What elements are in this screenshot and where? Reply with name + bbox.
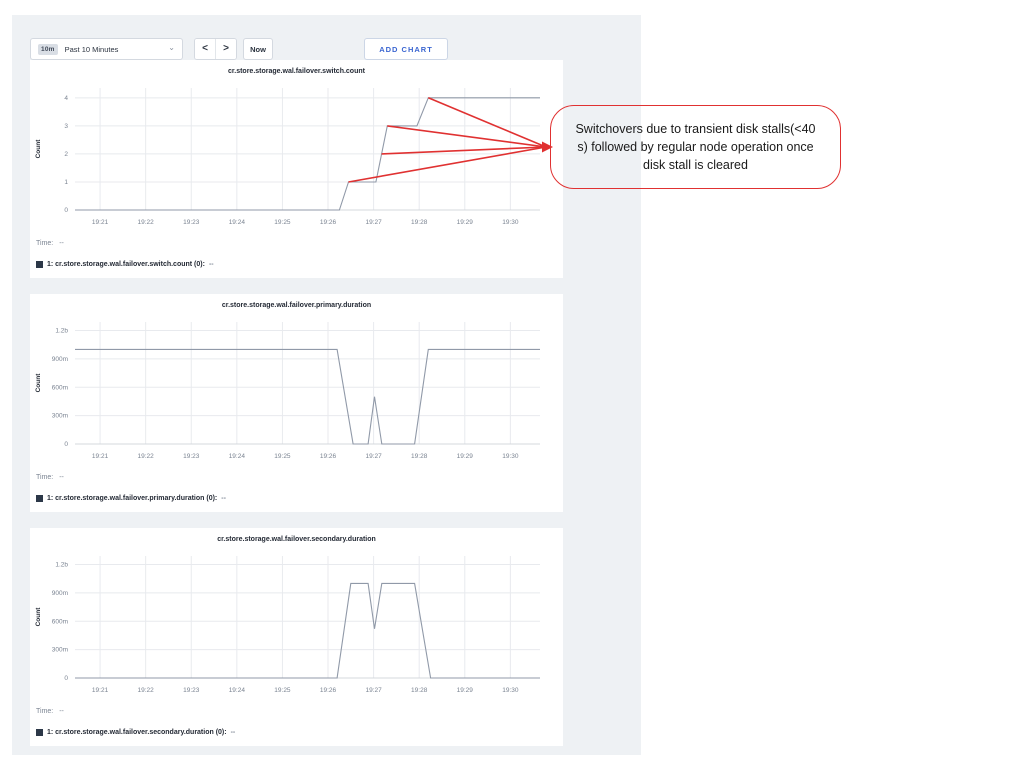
svg-text:19:22: 19:22 [138, 453, 155, 460]
svg-text:19:26: 19:26 [320, 453, 337, 460]
time-label: Time: [36, 240, 54, 247]
svg-text:900m: 900m [52, 590, 68, 597]
svg-text:19:24: 19:24 [229, 219, 246, 226]
svg-text:19:23: 19:23 [183, 453, 200, 460]
next-timeframe-button[interactable]: > [216, 39, 236, 59]
chart-card-switch-count: cr.store.storage.wal.failover.switch.cou… [30, 60, 563, 278]
svg-text:19:22: 19:22 [138, 687, 155, 694]
svg-text:19:28: 19:28 [411, 687, 428, 694]
add-chart-button[interactable]: ADD CHART [364, 38, 448, 60]
svg-text:4: 4 [64, 95, 68, 102]
charts-panel: 10m Past 10 Minutes ⌄ < > Now ADD CHART … [12, 15, 641, 755]
svg-text:2: 2 [64, 151, 68, 158]
time-pager: < > [194, 38, 237, 60]
chart-legend[interactable]: 1: cr.store.storage.wal.failover.primary… [36, 493, 563, 504]
now-button[interactable]: Now [243, 38, 273, 60]
toolbar: 10m Past 10 Minutes ⌄ < > Now ADD CHART [12, 15, 641, 60]
svg-text:19:30: 19:30 [502, 687, 519, 694]
chart-time-row: Time: -- [36, 474, 563, 485]
chevron-down-icon: ⌄ [168, 42, 175, 52]
time-value: -- [59, 708, 64, 715]
svg-text:0: 0 [64, 441, 68, 448]
svg-text:19:21: 19:21 [92, 219, 109, 226]
svg-text:19:30: 19:30 [502, 219, 519, 226]
svg-text:19:27: 19:27 [365, 453, 382, 460]
svg-text:19:29: 19:29 [457, 219, 474, 226]
svg-text:19:25: 19:25 [274, 687, 291, 694]
timeframe-label: Past 10 Minutes [64, 44, 119, 54]
pager-divider [215, 39, 216, 59]
legend-value: -- [208, 261, 214, 268]
svg-text:1: 1 [64, 179, 68, 186]
chart-plot[interactable]: 19:21 19:22 19:23 19:24 19:25 19:26 19:27 19:28… [30, 78, 563, 230]
chart-title: cr.store.storage.wal.failover.secondary.… [217, 536, 376, 543]
annotation-callout: Switchovers due to transient disk stalls… [550, 105, 841, 189]
svg-text:300m: 300m [52, 413, 68, 420]
legend-swatch [36, 495, 43, 502]
svg-text:600m: 600m [52, 618, 68, 625]
svg-text:Count: Count [35, 373, 42, 393]
svg-text:19:25: 19:25 [274, 453, 291, 460]
svg-text:600m: 600m [52, 384, 68, 391]
timeframe-dropdown[interactable]: 10m Past 10 Minutes ⌄ [30, 38, 183, 60]
time-label: Time: [36, 474, 54, 481]
chart-card-secondary-duration: cr.store.storage.wal.failover.secondary.… [30, 528, 563, 746]
svg-text:300m: 300m [52, 647, 68, 654]
svg-text:3: 3 [64, 123, 68, 130]
chart-time-row: Time: -- [36, 240, 563, 251]
svg-text:1.2b: 1.2b [55, 562, 68, 569]
legend-value: -- [230, 729, 236, 736]
legend-label: 1: cr.store.storage.wal.failover.primary… [47, 495, 218, 502]
svg-text:19:29: 19:29 [457, 453, 474, 460]
svg-text:Count: Count [35, 139, 42, 159]
svg-text:19:29: 19:29 [457, 687, 474, 694]
svg-text:19:21: 19:21 [92, 687, 109, 694]
chart-legend[interactable]: 1: cr.store.storage.wal.failover.switch.… [36, 259, 563, 270]
svg-text:19:24: 19:24 [229, 687, 246, 694]
svg-text:19:25: 19:25 [274, 219, 291, 226]
svg-text:19:22: 19:22 [138, 219, 155, 226]
chart-title: cr.store.storage.wal.failover.switch.cou… [228, 68, 365, 75]
time-value: -- [59, 240, 64, 247]
svg-text:19:24: 19:24 [229, 453, 246, 460]
legend-label: 1: cr.store.storage.wal.failover.switch.… [47, 261, 205, 268]
svg-text:1.2b: 1.2b [55, 328, 68, 335]
legend-swatch [36, 729, 43, 736]
svg-text:19:27: 19:27 [365, 687, 382, 694]
svg-text:900m: 900m [52, 356, 68, 363]
chart-plot[interactable]: 19:21 19:22 19:23 19:24 19:25 19:26 19:27 19:28… [30, 312, 563, 464]
time-value: -- [59, 474, 64, 481]
timeframe-badge: 10m [38, 43, 58, 55]
legend-swatch [36, 261, 43, 268]
time-label: Time: [36, 708, 54, 715]
svg-text:19:26: 19:26 [320, 687, 337, 694]
annotation-text: Switchovers due to transient disk stalls… [575, 121, 816, 173]
chart-title: cr.store.storage.wal.failover.primary.du… [221, 302, 372, 309]
chart-legend[interactable]: 1: cr.store.storage.wal.failover.seconda… [36, 727, 563, 738]
svg-text:19:30: 19:30 [502, 453, 519, 460]
svg-text:19:23: 19:23 [183, 219, 200, 226]
svg-text:0: 0 [64, 207, 68, 214]
legend-value: -- [221, 495, 226, 502]
svg-text:Count: Count [35, 607, 42, 627]
svg-text:19:23: 19:23 [183, 687, 200, 694]
prev-timeframe-button[interactable]: < [195, 39, 215, 59]
svg-text:19:28: 19:28 [411, 453, 428, 460]
svg-text:19:28: 19:28 [411, 219, 428, 226]
svg-text:19:26: 19:26 [320, 219, 337, 226]
chart-card-primary-duration: cr.store.storage.wal.failover.primary.du… [30, 294, 563, 512]
legend-label: 1: cr.store.storage.wal.failover.seconda… [47, 729, 227, 736]
chart-time-row: Time: -- [36, 708, 563, 719]
svg-text:0: 0 [64, 675, 68, 682]
svg-text:19:21: 19:21 [92, 453, 109, 460]
svg-text:19:27: 19:27 [365, 219, 382, 226]
chart-plot[interactable]: 19:21 19:22 19:23 19:24 19:25 19:26 19:27 19:28… [30, 546, 563, 698]
